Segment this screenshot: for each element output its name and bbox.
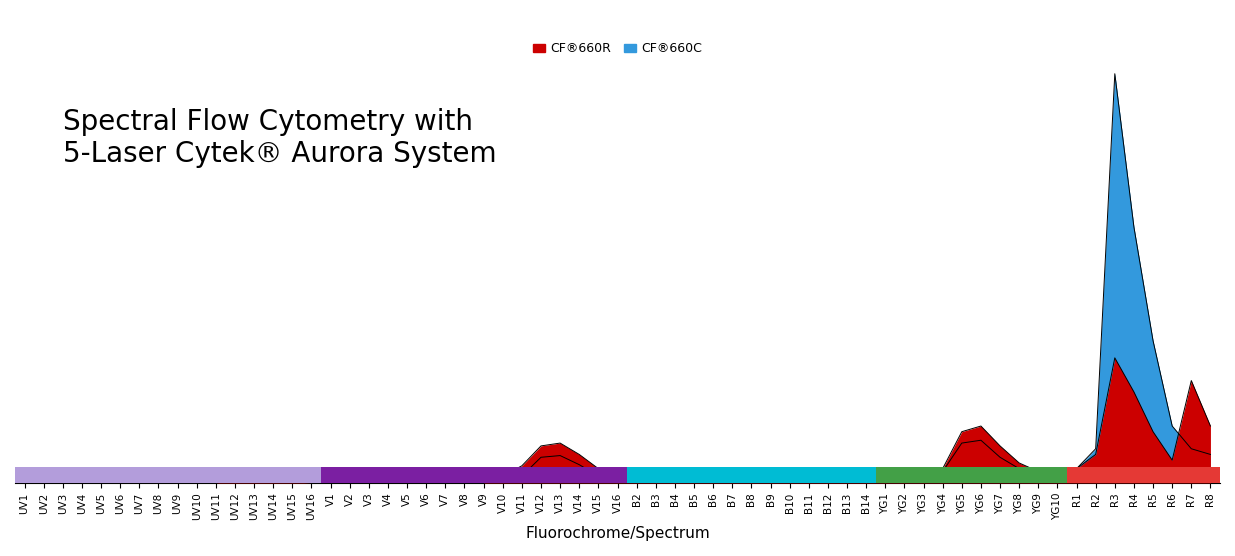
Text: Spectral Flow Cytometry with
5-Laser Cytek® Aurora System: Spectral Flow Cytometry with 5-Laser Cyt… (63, 108, 496, 168)
Bar (1067, 466, 1220, 483)
Bar (627, 466, 876, 483)
Bar (321, 466, 627, 483)
Bar (876, 466, 1067, 483)
Legend: CF®660R, CF®660C: CF®660R, CF®660C (527, 37, 708, 61)
Bar (15, 466, 321, 483)
X-axis label: Fluorochrome/Spectrum: Fluorochrome/Spectrum (525, 526, 710, 541)
